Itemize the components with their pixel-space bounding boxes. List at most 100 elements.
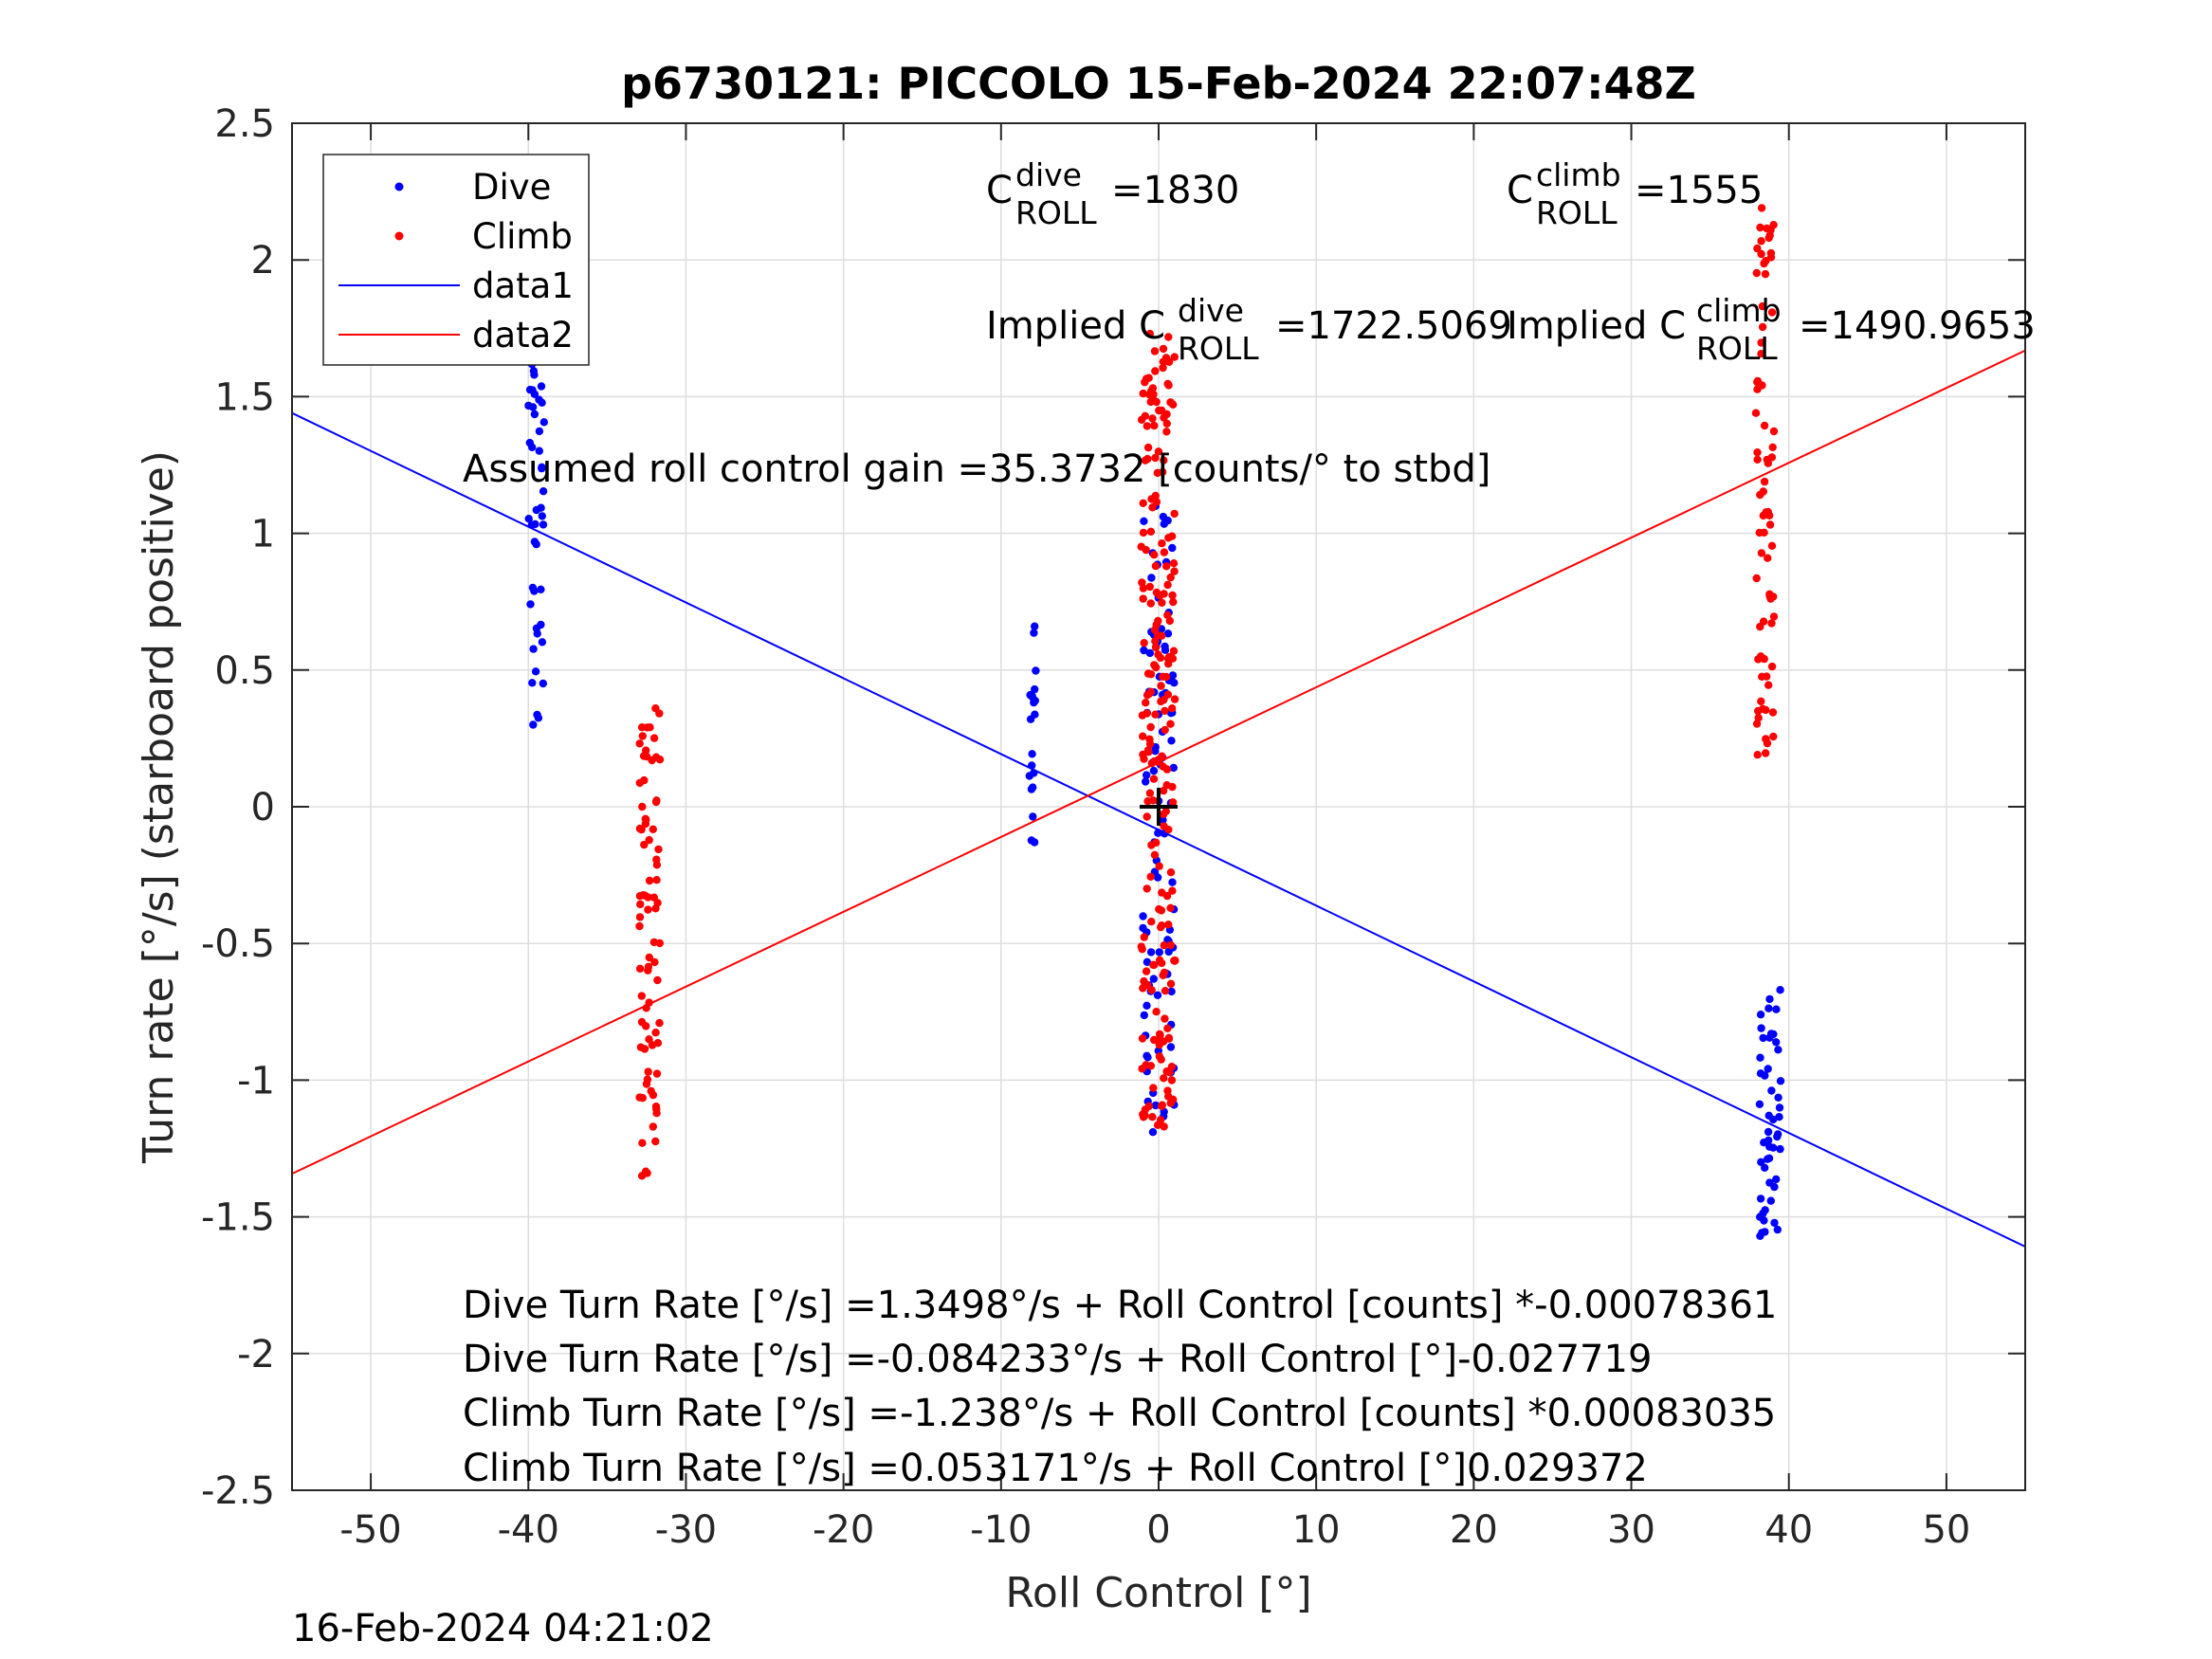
dive-data-point (1163, 629, 1173, 638)
climb-data-point (651, 1137, 660, 1146)
dive-data-point (1166, 1043, 1176, 1051)
dive-data-point (530, 538, 539, 546)
c-roll-climb-annotation: C climb ROLL =1555 (1507, 156, 1763, 231)
dive-data-point (1776, 1144, 1784, 1154)
climb-data-point (1150, 661, 1159, 669)
climb-data-point (1150, 1035, 1159, 1045)
climb-data-point (1159, 363, 1167, 373)
climb-data-point (1764, 233, 1773, 243)
x-tick-label: -20 (813, 1508, 874, 1552)
climb-data-point (652, 855, 661, 864)
climb-data-point (1158, 1101, 1167, 1109)
dive-data-point (538, 398, 546, 407)
climb-data-point (1752, 268, 1762, 278)
dive-data-point (1149, 766, 1159, 775)
climb-data-point (1764, 681, 1773, 689)
climb-data-point (1161, 706, 1169, 716)
climb-data-point (1753, 376, 1763, 386)
dive-counts-equation: Dive Turn Rate [°/s] =1.3498°/s + Roll C… (463, 1284, 1777, 1327)
climb-data-point (654, 845, 663, 854)
climb-data-point (645, 953, 653, 962)
climb-data-point (1170, 353, 1179, 361)
chart-title: p6730121: PICCOLO 15-Feb-2024 22:07:48Z (621, 58, 1696, 109)
dive-data-point (1764, 1136, 1773, 1145)
y-tick-label: 1 (251, 513, 275, 556)
dive-data-point (1164, 947, 1173, 957)
climb-data-point (1169, 647, 1179, 655)
climb-data-point (1148, 384, 1158, 392)
climb-data-point (1139, 499, 1147, 507)
climb-data-point (651, 1029, 660, 1037)
svg-text:climb: climb (1696, 292, 1782, 329)
dive-data-point (1027, 785, 1036, 793)
climb-data-point (1161, 987, 1170, 995)
climb-data-point (1758, 301, 1767, 311)
dive-data-point (539, 679, 547, 688)
climb-data-point (1149, 775, 1159, 783)
dive-data-point (1772, 1175, 1781, 1184)
dive-data-point (1769, 1115, 1778, 1124)
climb-data-point (1759, 617, 1768, 626)
climb-data-point (1151, 491, 1161, 501)
climb-data-point (1163, 690, 1173, 699)
climb-data-point (644, 893, 652, 902)
climb-data-point (1169, 559, 1179, 568)
climb-data-point (641, 814, 649, 823)
dive-data-point (1756, 1011, 1765, 1019)
y-tick-label: -0.5 (201, 922, 275, 966)
climb-data-point (644, 966, 652, 975)
climb-data-point (1764, 507, 1773, 517)
x-tick-label: 10 (1292, 1508, 1341, 1552)
climb-data-point (1149, 1084, 1158, 1092)
climb-data-point (1164, 381, 1173, 390)
y-tick-label: 0.5 (214, 649, 275, 693)
climb-data-point (1143, 443, 1153, 452)
dive-data-point (1140, 517, 1148, 525)
climb-data-point (1165, 616, 1175, 626)
climb-data-point (1168, 798, 1178, 807)
climb-data-point (1166, 1099, 1175, 1107)
climb-data-point (1162, 428, 1171, 436)
climb-data-point (1765, 520, 1775, 529)
climb-data-point (1156, 653, 1165, 663)
climb-data-point (1159, 467, 1167, 477)
dive-data-point (537, 503, 545, 512)
dive-data-point (1151, 1101, 1161, 1110)
climb-data-point (635, 964, 645, 973)
legend-dive-label: Dive (472, 167, 551, 208)
climb-data-point (1146, 722, 1155, 732)
climb-data-point (1769, 592, 1778, 601)
climb-data-point (1143, 422, 1152, 430)
x-tick-label: 30 (1607, 1508, 1655, 1552)
dive-data-point (1766, 1196, 1776, 1205)
dive-data-point (1153, 873, 1162, 882)
climb-data-point (1164, 357, 1174, 366)
dive-data-point (1026, 715, 1035, 723)
axis-ticks (292, 122, 2025, 1491)
climb-data-point (1758, 322, 1767, 332)
dive-data-point (525, 438, 534, 447)
climb-data-point (642, 746, 650, 755)
dive-data-point (1764, 1004, 1773, 1012)
dive-data-point (1169, 763, 1179, 773)
climb-data-point (1151, 710, 1160, 719)
climb-data-point (1160, 456, 1168, 465)
climb-data-point (1163, 580, 1172, 590)
climb-data-point (1163, 654, 1173, 663)
climb-data-point (1149, 390, 1158, 398)
climb-data-point (1160, 413, 1168, 422)
dive-data-point (1030, 629, 1038, 637)
climb-data-point (1148, 1113, 1157, 1121)
dive-data-point (528, 679, 537, 687)
climb-data-point (1159, 810, 1168, 819)
climb-data-point (1151, 637, 1160, 646)
climb-data-point (1141, 378, 1149, 387)
climb-data-point (1764, 554, 1772, 562)
dive-data-point (1761, 1228, 1769, 1236)
svg-text:ROLL: ROLL (1015, 194, 1097, 231)
climb-data-point (1768, 443, 1777, 451)
climb-data-point (1168, 591, 1177, 600)
climb-data-point (1163, 1024, 1172, 1033)
climb-data-point (649, 825, 657, 833)
dive-data-point (530, 371, 539, 379)
